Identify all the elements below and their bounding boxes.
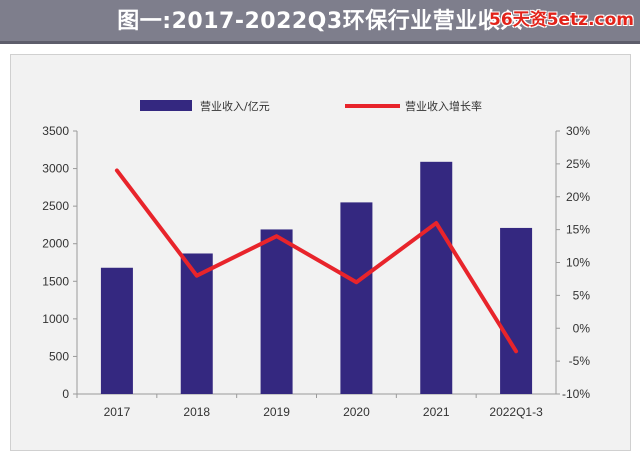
y-right-tick-label: 30% — [566, 124, 590, 138]
y-right-tick-label: 0% — [573, 321, 591, 335]
bar — [340, 202, 373, 394]
growth-rate-line — [114, 168, 519, 354]
x-tick-label: 2019 — [263, 405, 290, 419]
growth-rate-point — [514, 349, 518, 353]
x-tick-label: 2018 — [183, 405, 210, 419]
y-right-tick-label: 25% — [566, 157, 590, 171]
chart-title: 图一:2017-2022Q3环保行业营业收入 — [117, 9, 523, 34]
y-right-tick-label: -10% — [562, 387, 590, 401]
x-tick-label: 2017 — [104, 405, 131, 419]
bar — [260, 229, 293, 394]
y-left-tick-label: 3500 — [42, 124, 69, 138]
y-left-tick-label: 2000 — [42, 237, 69, 251]
y-left-tick-label: 500 — [49, 349, 69, 363]
y-left-tick-label: 1500 — [42, 274, 69, 288]
growth-rate-point — [434, 221, 438, 225]
growth-rate-point — [195, 274, 199, 278]
title-bar: 图一:2017-2022Q3环保行业营业收入 — [0, 0, 640, 44]
x-tick-label: 2021 — [423, 405, 450, 419]
y-right-tick-label: -5% — [569, 354, 591, 368]
bar — [500, 227, 533, 394]
y-right-tick-label: 5% — [573, 288, 591, 302]
y-left-tick-label: 2500 — [42, 199, 69, 213]
x-tick-label: 2022Q1-3 — [489, 405, 543, 419]
growth-rate-point — [354, 280, 358, 284]
growth-rate-point — [275, 234, 279, 238]
y-left-tick-label: 1000 — [42, 312, 69, 326]
growth-rate-point — [115, 168, 119, 172]
y-right-tick-label: 10% — [566, 256, 590, 270]
y-left-tick-label: 0 — [62, 387, 69, 401]
bar — [420, 161, 453, 394]
legend-label-revenue: 营业收入/亿元 — [200, 99, 270, 113]
legend-label-growth: 营业收入增长率 — [405, 99, 482, 113]
y-right-tick-label: 20% — [566, 190, 590, 204]
y-right-tick-label: 15% — [566, 223, 590, 237]
watermark-text: 56天资5etz.com — [489, 10, 634, 30]
bar — [100, 267, 133, 394]
x-tick-label: 2020 — [343, 405, 370, 419]
y-left-tick-label: 3000 — [42, 162, 69, 176]
legend-swatch-revenue — [140, 100, 192, 111]
